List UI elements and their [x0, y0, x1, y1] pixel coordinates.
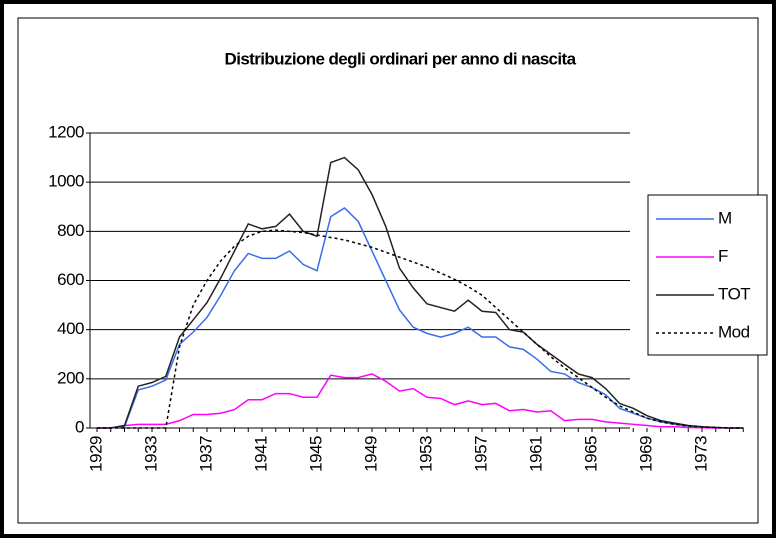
series-line	[97, 156, 744, 429]
legend-label: Mod	[718, 322, 750, 341]
legend-label: M	[718, 208, 732, 227]
x-tick-label: 1933	[141, 436, 160, 472]
x-tick-label: 1945	[306, 436, 325, 472]
legend-label: TOT	[718, 284, 750, 303]
series-line	[97, 373, 744, 429]
series-line	[97, 229, 744, 429]
chart-title: Distribuzione degli ordinari per anno di…	[225, 49, 577, 68]
x-tick-label: 1965	[581, 436, 600, 472]
y-tick-label: 600	[57, 270, 84, 289]
x-tick-label: 1961	[526, 436, 545, 472]
legend-label: F	[718, 246, 728, 265]
x-tick-label: 1969	[636, 436, 655, 472]
x-tick-label: 1953	[416, 436, 435, 472]
x-tick-label: 1937	[196, 436, 215, 472]
legend	[647, 194, 768, 356]
x-tick-label: 1973	[691, 436, 710, 472]
x-tick-label: 1957	[471, 436, 490, 472]
x-tick-label: 1929	[86, 436, 105, 472]
y-tick-label: 0	[75, 417, 84, 436]
series-line	[97, 207, 744, 429]
y-tick-label: 1200	[48, 122, 84, 141]
y-tick-label: 1000	[48, 172, 84, 191]
x-tick-label: 1941	[251, 436, 270, 472]
x-tick-label: 1949	[361, 436, 380, 472]
y-tick-label: 400	[57, 319, 84, 338]
y-tick-label: 800	[57, 221, 84, 240]
y-tick-label: 200	[57, 368, 84, 387]
